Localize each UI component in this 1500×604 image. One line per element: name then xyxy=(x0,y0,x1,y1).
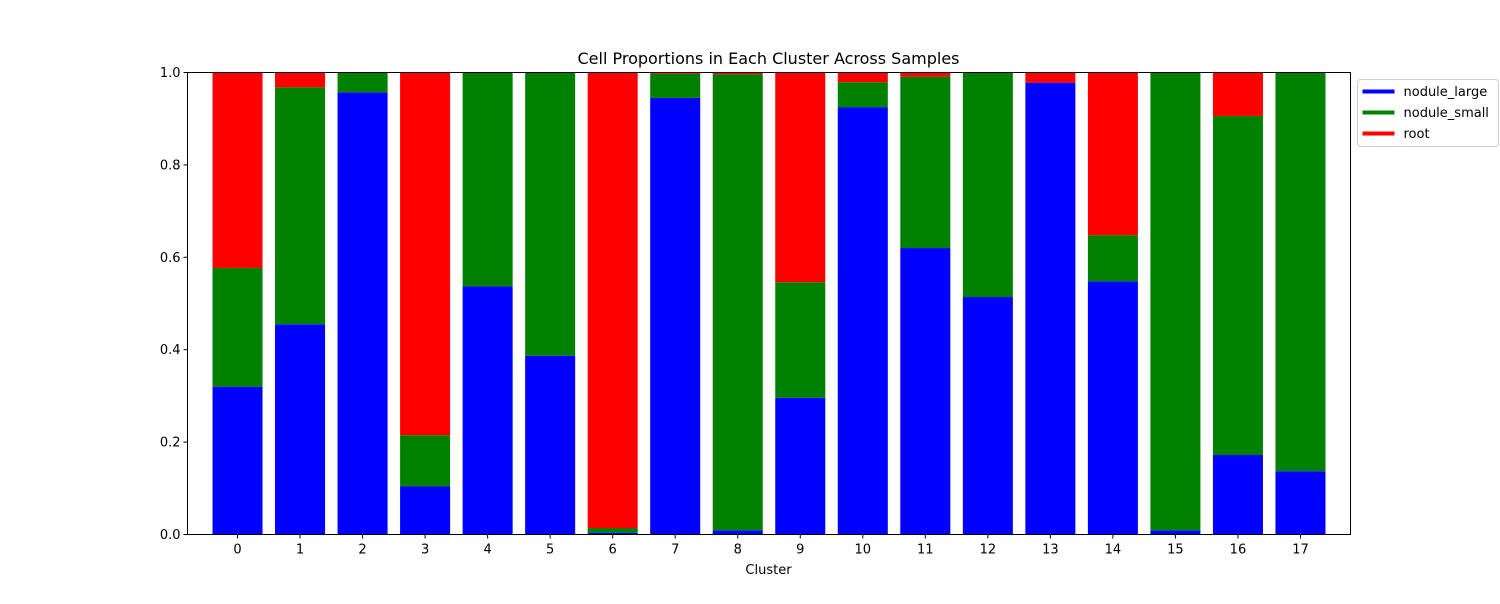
bar-nodule_small-cluster-1 xyxy=(275,87,326,325)
bar-nodule_small-cluster-5 xyxy=(525,72,576,356)
bar-root-cluster-6 xyxy=(587,72,638,529)
x-axis-label: Cluster xyxy=(745,563,792,578)
bar-nodule_large-cluster-2 xyxy=(337,92,388,535)
x-tick-label: 16 xyxy=(1230,543,1247,558)
x-axis: 0 1 2 3 4 5 6 7 8 9 10 11 12 13 14 15 16 17 xyxy=(233,534,1309,558)
bar-nodule_large-cluster-14 xyxy=(1087,281,1138,535)
legend-label-nodule_small: nodule_small xyxy=(1404,106,1489,121)
bar-root-cluster-11 xyxy=(900,72,951,77)
bar-root-cluster-14 xyxy=(1087,72,1138,236)
bar-nodule_large-cluster-3 xyxy=(400,486,451,535)
bar-nodule_large-cluster-1 xyxy=(275,324,326,535)
bar-nodule_small-cluster-0 xyxy=(212,267,263,387)
bar-root-cluster-16 xyxy=(1212,72,1263,116)
y-axis: 0.0 0.2 0.4 0.6 0.8 1.0 xyxy=(160,66,188,543)
y-tick-label: 0.6 xyxy=(160,251,181,266)
x-tick-label: 1 xyxy=(296,543,304,558)
x-tick-label: 9 xyxy=(796,543,804,558)
bar-nodule_small-cluster-6 xyxy=(587,528,638,533)
bar-root-cluster-9 xyxy=(775,72,826,283)
x-tick-label: 15 xyxy=(1167,543,1184,558)
bar-nodule_small-cluster-8 xyxy=(712,74,763,531)
bar-nodule_large-cluster-7 xyxy=(650,97,701,535)
x-tick-label: 11 xyxy=(917,543,934,558)
bars-group xyxy=(212,72,1326,535)
bar-nodule_large-cluster-6 xyxy=(587,532,638,535)
x-tick-label: 8 xyxy=(734,543,742,558)
x-tick-label: 6 xyxy=(609,543,617,558)
bar-nodule_small-cluster-17 xyxy=(1275,72,1326,472)
legend-label-nodule_large: nodule_large xyxy=(1404,85,1488,100)
bar-nodule_large-cluster-16 xyxy=(1212,455,1263,535)
bar-nodule_large-cluster-4 xyxy=(462,286,513,535)
bar-nodule_small-cluster-11 xyxy=(900,76,951,249)
bar-nodule_large-cluster-0 xyxy=(212,386,263,535)
y-tick-label: 0.2 xyxy=(160,436,181,451)
bar-root-cluster-8 xyxy=(712,72,763,75)
y-tick-label: 1.0 xyxy=(160,66,181,81)
bar-nodule_large-cluster-8 xyxy=(712,530,763,535)
plot-frame xyxy=(187,72,1351,535)
bar-nodule_small-cluster-7 xyxy=(650,73,701,98)
bar-root-cluster-1 xyxy=(275,72,326,88)
bar-nodule_large-cluster-9 xyxy=(775,397,826,535)
x-tick-label: 3 xyxy=(421,543,429,558)
x-tick-label: 17 xyxy=(1292,543,1309,558)
bar-nodule_large-cluster-11 xyxy=(900,248,951,535)
bar-nodule_small-cluster-14 xyxy=(1087,235,1138,282)
y-tick-label: 0.0 xyxy=(160,528,181,543)
legend-label-root: root xyxy=(1404,127,1430,142)
bar-root-cluster-3 xyxy=(400,72,451,436)
bar-nodule_small-cluster-12 xyxy=(962,72,1013,298)
x-tick-label: 5 xyxy=(546,543,554,558)
bar-nodule_large-cluster-15 xyxy=(1150,530,1201,535)
bar-nodule_large-cluster-17 xyxy=(1275,471,1326,535)
bar-nodule_small-cluster-3 xyxy=(400,435,451,487)
bar-root-cluster-10 xyxy=(837,72,888,83)
bar-root-cluster-13 xyxy=(1025,72,1076,83)
bar-nodule_small-cluster-15 xyxy=(1150,72,1201,531)
x-tick-label: 4 xyxy=(483,543,491,558)
bar-nodule_small-cluster-16 xyxy=(1212,115,1263,456)
bar-nodule_small-cluster-10 xyxy=(837,82,888,108)
bar-nodule_small-cluster-9 xyxy=(775,282,826,398)
x-tick-label: 7 xyxy=(671,543,679,558)
x-tick-label: 13 xyxy=(1042,543,1059,558)
x-tick-label: 0 xyxy=(233,543,241,558)
legend-box xyxy=(1357,79,1499,147)
bar-nodule_large-cluster-13 xyxy=(1025,82,1076,535)
bar-root-cluster-7 xyxy=(650,72,701,74)
bar-nodule_large-cluster-12 xyxy=(962,297,1013,535)
x-tick-label: 10 xyxy=(855,543,872,558)
bar-nodule_small-cluster-2 xyxy=(337,72,388,93)
y-tick-label: 0.4 xyxy=(160,343,181,358)
y-tick-label: 0.8 xyxy=(160,158,181,173)
bar-root-cluster-0 xyxy=(212,72,263,268)
bar-nodule_large-cluster-10 xyxy=(837,107,888,535)
chart-title: Cell Proportions in Each Cluster Across … xyxy=(577,49,959,68)
x-tick-label: 2 xyxy=(358,543,366,558)
x-tick-label: 14 xyxy=(1105,543,1122,558)
bar-nodule_small-cluster-4 xyxy=(462,72,513,287)
x-tick-label: 12 xyxy=(980,543,997,558)
bar-nodule_large-cluster-5 xyxy=(525,355,576,535)
